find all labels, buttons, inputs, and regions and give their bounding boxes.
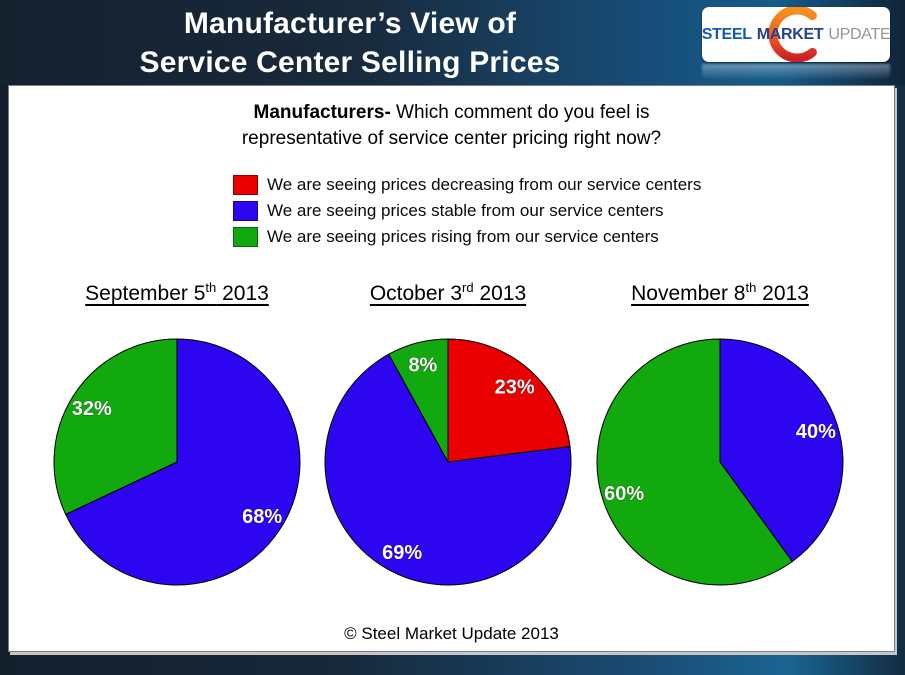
- slide-title: Manufacturer’s View of Service Center Se…: [0, 4, 700, 82]
- survey-question-line1-rest: Which comment do you feel is: [390, 102, 650, 123]
- pie-title-text: September 5: [85, 282, 206, 305]
- pie-title-year: 2013: [756, 282, 809, 305]
- pie-slice: [388, 338, 449, 463]
- pie-title-sup: rd: [462, 280, 474, 295]
- pie-chart-september: 68% 32%: [53, 338, 301, 586]
- pie-title-sup: th: [745, 280, 757, 295]
- legend-label: We are seeing prices rising from our ser…: [267, 227, 659, 246]
- pie-title-sup: th: [205, 280, 217, 295]
- pie-chart-november: 40% 60%: [596, 338, 844, 586]
- legend-item-rising: We are seeing prices rising from our ser…: [233, 224, 701, 250]
- pie-slice-label: 68%: [242, 506, 282, 528]
- pie-chart-october: 23% 69% 8%: [324, 338, 572, 586]
- legend-label: We are seeing prices stable from our ser…: [267, 201, 664, 220]
- pie-slice: [53, 338, 178, 516]
- legend: We are seeing prices decreasing from our…: [233, 172, 701, 250]
- pie-slice: [447, 338, 571, 463]
- pie-slice-label: 69%: [382, 542, 422, 564]
- survey-question-line1: Manufacturers- Which comment do you feel…: [9, 100, 894, 126]
- legend-item-stable: We are seeing prices stable from our ser…: [233, 198, 701, 224]
- survey-question: Manufacturers- Which comment do you feel…: [9, 100, 894, 152]
- logo-word-update: UPDATE: [828, 25, 890, 43]
- legend-swatch-blue: [233, 201, 258, 221]
- steel-market-update-logo: STEEL MARKET UPDATE: [702, 7, 890, 62]
- legend-label: We are seeing prices decreasing from our…: [267, 175, 702, 194]
- survey-question-bold: Manufacturers-: [253, 102, 391, 123]
- pie-title-september: September 5th 2013: [52, 280, 302, 306]
- pie-slice-label: 8%: [408, 354, 437, 376]
- logo-word-steel: STEEL: [702, 25, 752, 43]
- pie-slice: [324, 353, 572, 586]
- pie-title-november: November 8th 2013: [595, 280, 845, 306]
- legend-item-decreasing: We are seeing prices decreasing from our…: [233, 172, 701, 198]
- pie-slice: [719, 338, 844, 563]
- pie-slice-label: 60%: [604, 483, 644, 505]
- pie-title-text: October 3: [369, 282, 463, 305]
- pie-title-year: 2013: [216, 282, 269, 305]
- pie-slice: [65, 338, 301, 586]
- slide-title-line2: Service Center Selling Prices: [139, 46, 561, 79]
- logo-swoosh-icon: [768, 7, 817, 62]
- logo-word-market: MARKET: [756, 25, 824, 43]
- survey-question-line2: representative of service center pricing…: [241, 128, 662, 149]
- pie-group-november: November 8th 2013 40% 60%: [595, 276, 845, 606]
- pie-slice-label: 32%: [72, 398, 112, 420]
- pie-group-october: October 3rd 2013 23% 69% 8%: [323, 276, 573, 606]
- header-bar: Manufacturer’s View of Service Center Se…: [0, 0, 905, 85]
- slide-title-line1: Manufacturer’s View of: [183, 7, 517, 40]
- copyright-text: © Steel Market Update 2013: [344, 624, 559, 643]
- pie-slice-label: 23%: [495, 376, 535, 398]
- pie-slice-label: 40%: [796, 421, 836, 443]
- pie-title-october: October 3rd 2013: [323, 280, 573, 306]
- logo-text: STEEL MARKET UPDATE: [702, 7, 890, 62]
- pie-group-september: September 5th 2013 68% 32%: [52, 276, 302, 606]
- legend-swatch-green: [233, 227, 258, 247]
- content-panel: Manufacturers- Which comment do you feel…: [8, 85, 895, 652]
- pie-title-year: 2013: [473, 282, 527, 305]
- logo-reflection: [702, 64, 890, 80]
- pie-slice: [596, 338, 793, 586]
- pie-title-text: November 8: [631, 282, 746, 305]
- legend-swatch-red: [233, 175, 258, 195]
